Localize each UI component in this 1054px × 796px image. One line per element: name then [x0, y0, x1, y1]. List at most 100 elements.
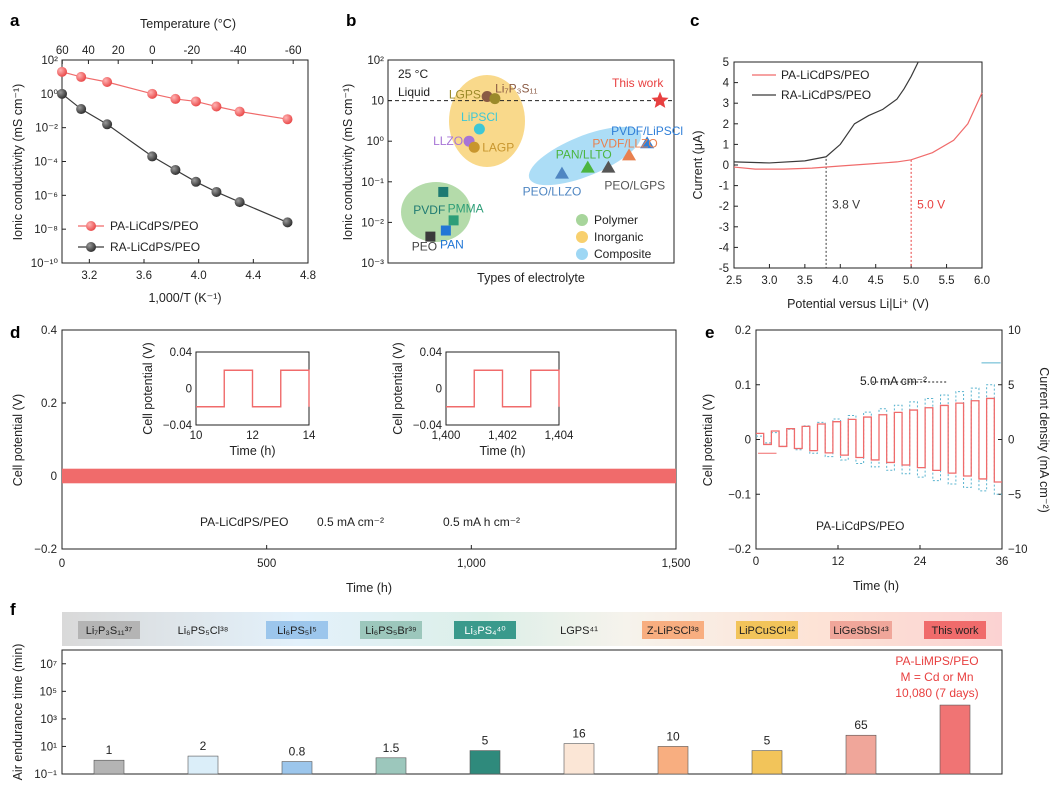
- c-xtick-label: 4.5: [868, 275, 884, 287]
- c-marker-label: 3.8 V: [832, 197, 860, 211]
- e-xtick-label: 12: [832, 556, 845, 568]
- f-category-label: Li₆PS₅Br³⁹: [365, 625, 416, 637]
- e-ytick-label: 0.1: [735, 380, 751, 392]
- a-xtick-label: 4.0: [191, 270, 207, 282]
- this-work-note-1: PA-LiMPS/PEO: [895, 654, 978, 668]
- legend-label-ra: RA-LiCdPS/PEO: [110, 240, 200, 254]
- a-point: [190, 96, 201, 107]
- c-ytick-label: -2: [719, 201, 729, 213]
- e-xtick-label: 0: [753, 556, 759, 568]
- e-potential-trace: [756, 397, 1002, 483]
- panel-a-xlabel: 1,000/T (K⁻¹): [148, 291, 221, 305]
- a-ytick-label: 10⁰: [41, 89, 59, 101]
- f-bar-value: 1.5: [383, 741, 400, 755]
- panel-a-ylabel: Ionic conductivity (mS cm⁻¹): [11, 84, 25, 241]
- d-inset-ytick: −0.04: [163, 420, 193, 432]
- c-xtick-label: 6.0: [974, 275, 990, 287]
- b-point-square: [425, 231, 436, 242]
- a-point: [76, 71, 87, 82]
- b-point-square: [438, 186, 449, 197]
- b-point-triangle: [554, 166, 569, 179]
- b-ytick-label: 10: [371, 96, 384, 108]
- f-bar: [845, 734, 877, 775]
- e-ytick-label: −0.2: [728, 544, 751, 556]
- d-inset-xtick: 14: [303, 430, 316, 442]
- c-ytick-label: 5: [723, 57, 729, 69]
- panel-f-chart: Air endurance time (min) 10⁷ 10⁵ 10³ 10¹ 10⁻…: [11, 612, 1003, 781]
- d-inset-trace: [196, 369, 310, 408]
- panel-e-y2label: Current density (mA cm⁻²): [1037, 367, 1051, 513]
- b-point-star: [651, 91, 669, 108]
- c-ytick-label: -3: [719, 222, 729, 234]
- a-top-tick-label: 0: [149, 45, 155, 57]
- b-point-label: LGPS: [449, 88, 481, 102]
- panel-e-chart: Time (h) Cell potential (V) Current dens…: [701, 325, 1051, 593]
- f-category-box: [78, 621, 140, 639]
- b-point-label: LAGP: [482, 140, 514, 154]
- f-bar-value: 1: [106, 743, 113, 757]
- a-xtick-label: 3.2: [81, 270, 97, 282]
- panel-label-e: e: [705, 323, 714, 342]
- b-point-circle: [473, 123, 485, 135]
- panel-label-f: f: [10, 600, 16, 619]
- e-y2tick-label: 10: [1008, 325, 1021, 337]
- e-y2tick-label: −10: [1008, 544, 1028, 556]
- c-ytick-label: 4: [723, 78, 730, 90]
- f-ytick-label: 10⁵: [39, 686, 57, 698]
- liquid-state-note: Liquid: [398, 85, 430, 99]
- a-point: [234, 106, 245, 117]
- panel-d-chart: Time (h) Cell potential (V) 0 500 1,000 1,5…: [11, 325, 690, 595]
- c-ytick-label: 2: [723, 119, 729, 131]
- f-bar-value: 2: [200, 739, 207, 753]
- f-category-label: Z-LiPSCl³⁸: [647, 625, 699, 637]
- b-point-label: Li₇P₃S₁₁: [495, 82, 537, 96]
- f-bar: [751, 750, 783, 775]
- b-point-label: PVDF/LLZO: [592, 136, 657, 150]
- b-point-label: PEO/LLZO: [523, 185, 582, 199]
- a-ytick-label: 10⁻⁴: [34, 157, 58, 169]
- f-bar: [469, 750, 501, 775]
- legend-label-pa: PA-LiCdPS/PEO: [110, 219, 198, 233]
- b-point-square: [448, 215, 459, 226]
- c-ytick-label: -1: [719, 181, 729, 193]
- legend-label-c-pa: PA-LiCdPS/PEO: [781, 68, 869, 82]
- panel-label-c: c: [690, 11, 699, 30]
- b-ytick-label: 10⁰: [367, 136, 385, 148]
- f-bar: [657, 746, 689, 775]
- f-bar-value: 0.8: [289, 745, 306, 759]
- a-top-tick-label: 20: [112, 45, 125, 57]
- c-xtick-label: 4.0: [832, 275, 848, 287]
- f-bar: [281, 761, 313, 775]
- b-point-circle: [468, 141, 480, 153]
- c-ytick-label: 0: [723, 160, 729, 172]
- a-ytick-label: 10²: [41, 55, 58, 67]
- d-inset-ylabel: Cell potential (V): [391, 342, 405, 434]
- c-ytick-label: -4: [719, 242, 730, 254]
- a-ytick-label: 10⁻⁸: [34, 224, 58, 236]
- a-point: [57, 88, 67, 99]
- e-xtick-label: 36: [996, 556, 1009, 568]
- b-point-label: PMMA: [448, 201, 484, 215]
- d-inset-ytick: 0: [436, 384, 442, 396]
- b-point-label: LLZO: [433, 134, 463, 148]
- c-xtick-label: 3.5: [797, 275, 813, 287]
- f-category-box: [360, 621, 422, 639]
- c-series-line-1: [733, 61, 919, 164]
- d-inset-xlabel: Time (h): [479, 444, 525, 458]
- a-xtick-label: 3.6: [136, 270, 152, 282]
- c-marker-label: 5.0 V: [917, 197, 945, 211]
- b-point-label: PEO: [412, 240, 437, 254]
- b-point-triangle: [640, 136, 655, 149]
- d-xtick-label: 500: [257, 558, 276, 570]
- f-category-label: Li₃PS₄⁴⁰: [464, 625, 506, 637]
- d-inset-xlabel: Time (h): [229, 444, 275, 458]
- legend-polymer: Polymer: [594, 213, 638, 227]
- legend-composite: Composite: [594, 247, 652, 261]
- a-ytick-label: 10⁻²: [35, 123, 58, 135]
- c-ytick-label: 3: [723, 98, 729, 110]
- d-inset-xtick: 1,402: [488, 430, 517, 442]
- b-point-triangle: [601, 160, 616, 173]
- d-inset-ytick: 0.04: [170, 347, 193, 359]
- panel-d-xlabel: Time (h): [346, 581, 392, 595]
- legend-label-c-ra: RA-LiCdPS/PEO: [781, 88, 871, 102]
